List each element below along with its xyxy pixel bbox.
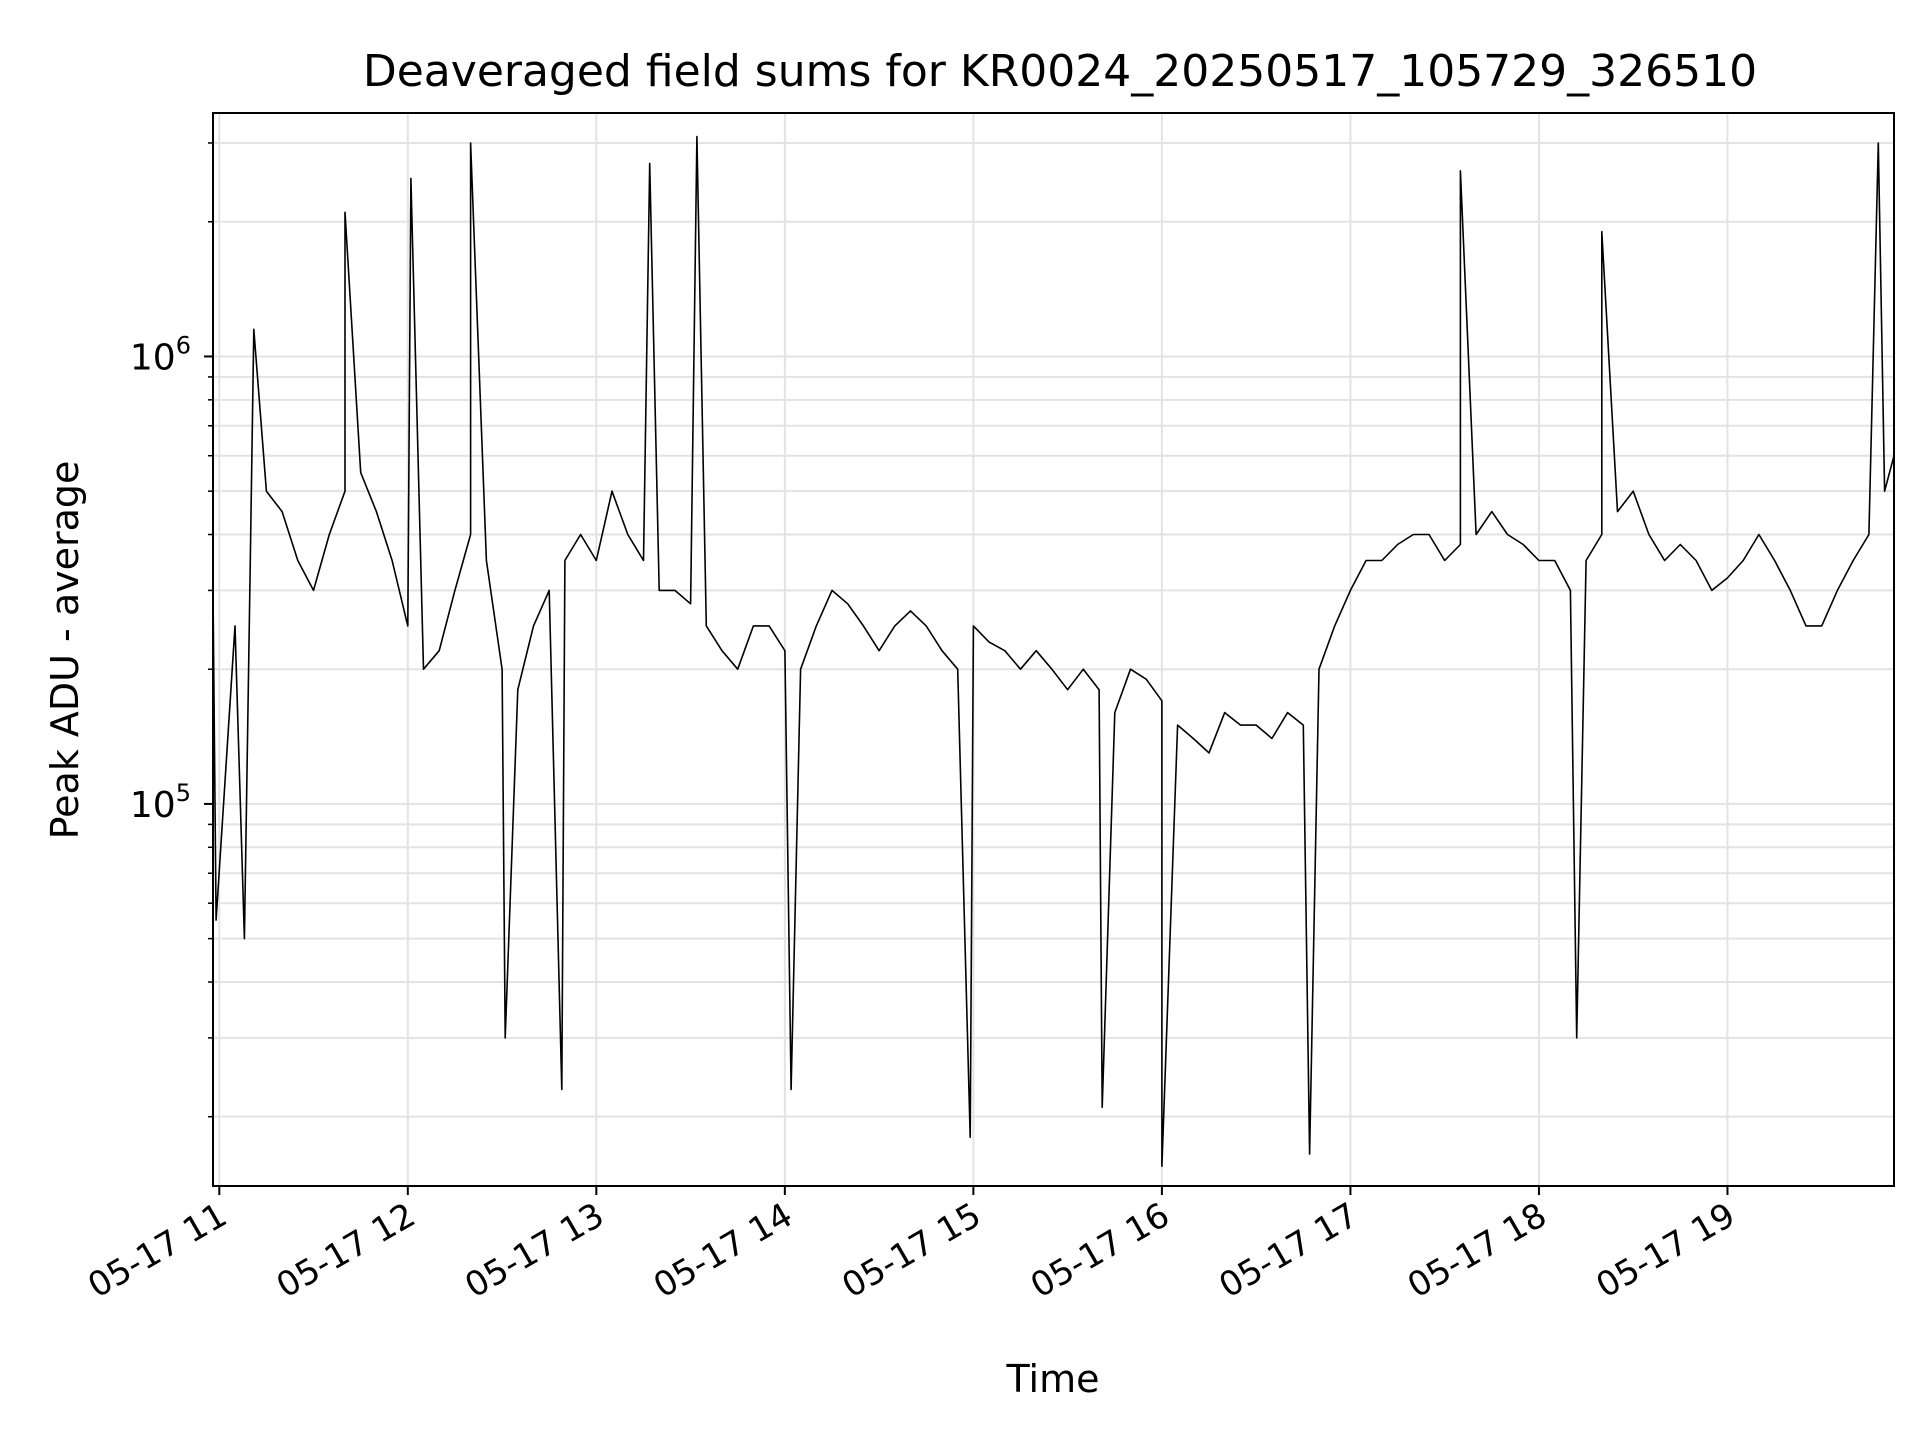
data-line: [212, 135, 1895, 1167]
y-minor-ticks: [208, 142, 213, 1118]
chart-title: Deaveraged field sums for KR0024_2025051…: [363, 46, 1757, 97]
y-tick-label: 105: [130, 779, 191, 826]
y-axis-label: Peak ADU - average: [43, 461, 87, 840]
y-tick-label: 106: [130, 331, 191, 378]
y-axis-ticks: 105 106: [130, 331, 213, 826]
data-line-group: [212, 135, 1895, 1167]
plot-frame: [212, 112, 1895, 1187]
grid: [213, 113, 1894, 1186]
x-axis-label: Time: [1006, 1357, 1100, 1401]
